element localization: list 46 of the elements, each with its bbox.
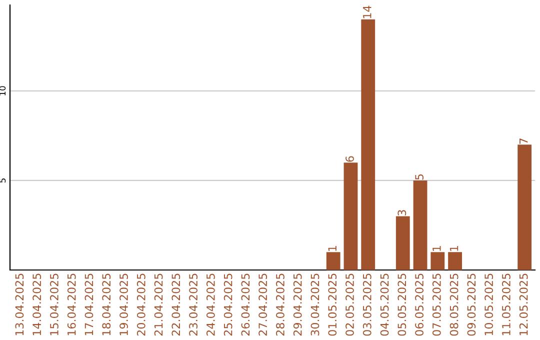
x-tick-label: 04.05.2025 (380, 274, 389, 336)
data-label: 1 (432, 246, 441, 251)
x-tick-label: 12.05.2025 (519, 274, 528, 336)
data-label: 3 (398, 210, 406, 216)
bar (396, 216, 410, 270)
data-label: 1 (328, 246, 336, 251)
bar (326, 252, 340, 270)
x-tick-label: 10.05.2025 (484, 274, 494, 336)
x-tick-label: 03.05.2025 (362, 274, 372, 336)
x-tick-label: 21.04.2025 (154, 274, 163, 336)
data-label: 7 (520, 138, 528, 144)
x-tick-label: 23.04.2025 (189, 274, 198, 336)
x-tick-label: 30.04.2025 (310, 274, 320, 336)
bar (413, 180, 428, 270)
data-label: 1 (450, 246, 458, 251)
x-tick-label: 20.04.2025 (136, 274, 146, 336)
bar (344, 162, 358, 270)
x-tick-label: 01.05.2025 (328, 274, 337, 336)
x-tick-label: 09.05.2025 (467, 274, 476, 336)
x-tick-label: 06.05.2025 (415, 274, 424, 336)
x-tick-label: 16.04.2025 (67, 274, 76, 336)
x-tick-label: 19.04.2025 (120, 274, 128, 336)
x-tick-label: 24.04.2025 (206, 274, 215, 336)
x-tick-label: 27.04.2025 (258, 274, 268, 336)
x-tick-label: 11.05.2025 (502, 274, 510, 336)
x-tick-label: 05.05.2025 (398, 274, 406, 336)
x-tick-label: 15.04.2025 (50, 274, 58, 336)
bar (448, 252, 462, 270)
data-label: 5 (415, 174, 424, 180)
x-tick-label: 07.05.2025 (432, 274, 441, 336)
x-tick-label: 02.05.2025 (346, 274, 354, 336)
x-tick-label: 25.04.2025 (224, 274, 232, 336)
x-tick-label: 17.04.2025 (84, 274, 94, 336)
x-tick-label: 08.05.2025 (450, 274, 458, 336)
bar (361, 19, 376, 270)
data-label: 6 (346, 156, 354, 162)
x-tick-label: 13.04.2025 (15, 274, 24, 336)
x-tick-label: 18.04.2025 (102, 274, 111, 336)
x-tick-label: 26.04.2025 (241, 274, 250, 336)
x-tick-label: 28.04.2025 (276, 274, 284, 336)
bar (430, 252, 445, 270)
x-tick-label: 14.04.2025 (32, 274, 42, 336)
bar (518, 144, 532, 270)
x-tick-label: 29.04.2025 (293, 274, 302, 336)
x-tick-label: 22.04.2025 (172, 274, 180, 336)
data-label: 14 (363, 6, 372, 18)
